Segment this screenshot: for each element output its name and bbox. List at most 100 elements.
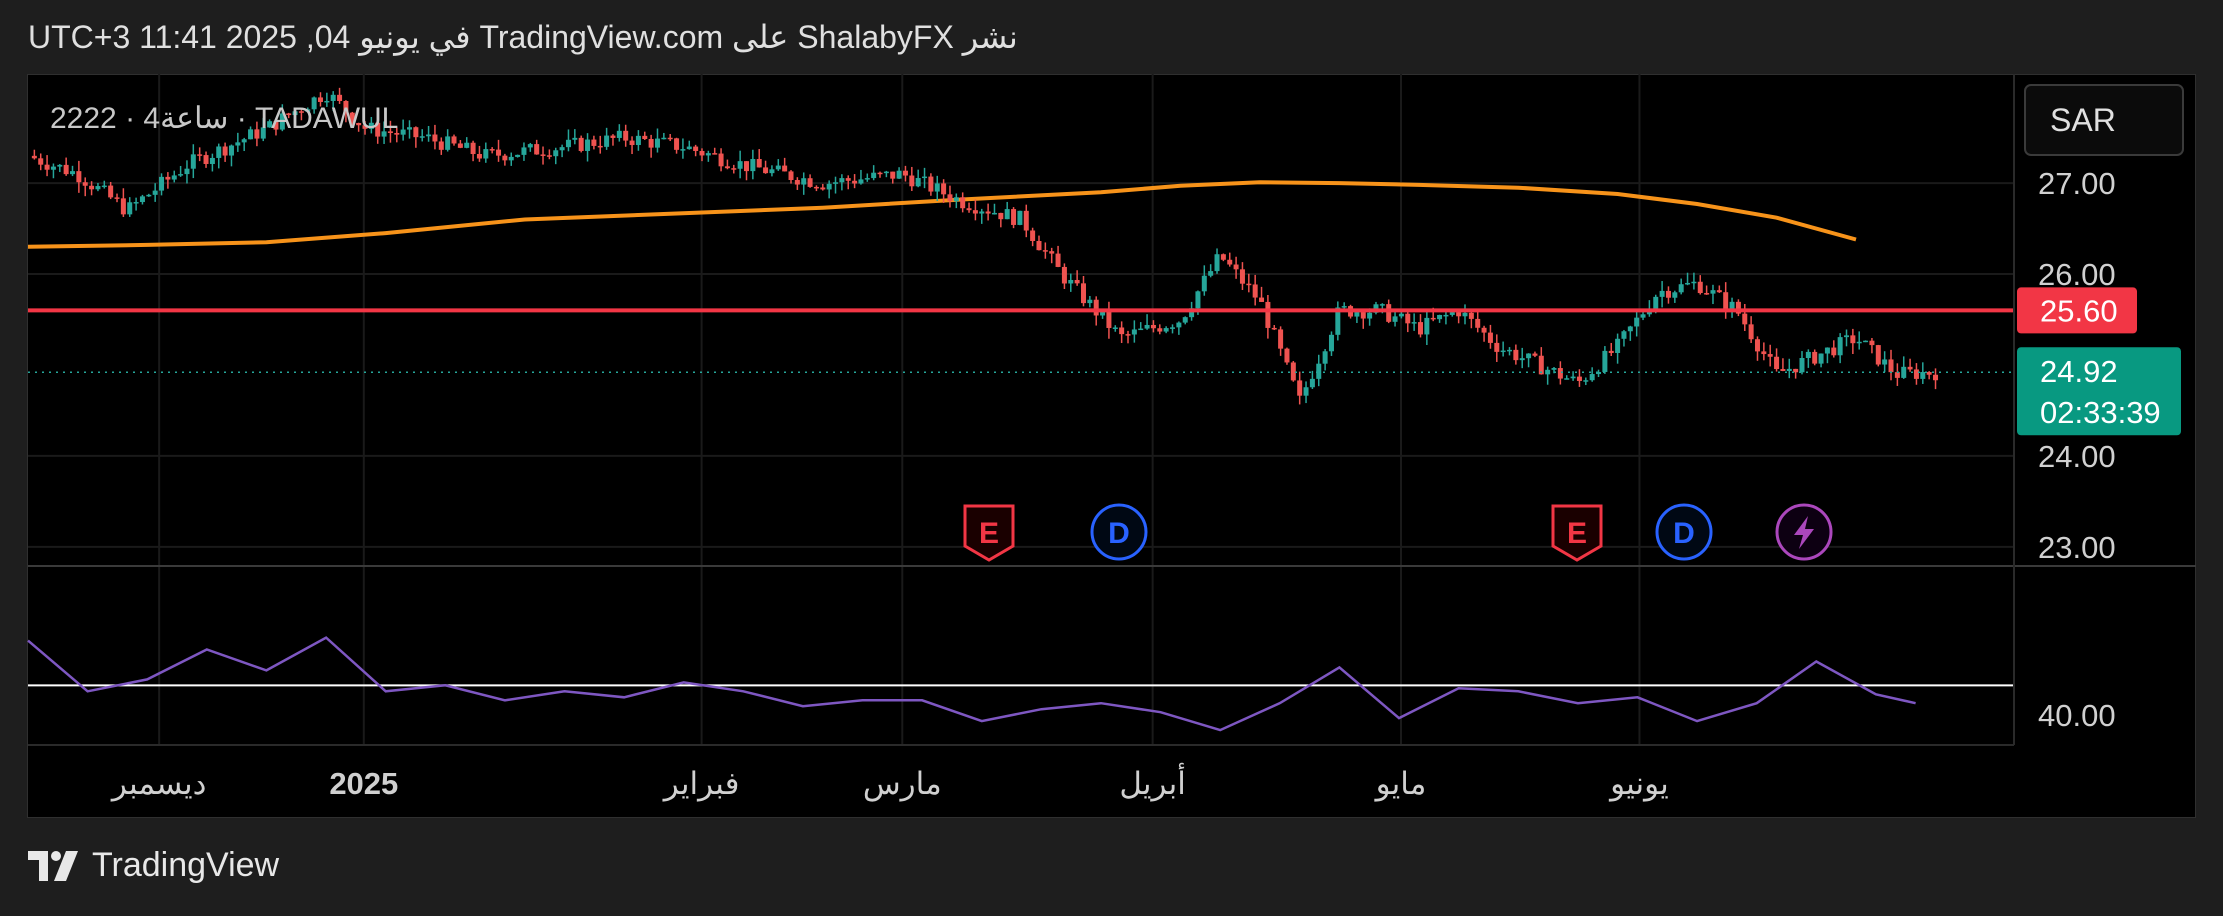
candle [413,126,419,148]
candle [1068,273,1074,292]
candle [896,167,902,179]
candle [216,143,222,169]
candle-body [553,150,559,157]
earnings-e-icon[interactable]: E [1551,504,1603,562]
candle-body [190,154,196,169]
candle [286,112,292,119]
candle-body [1894,372,1900,378]
currency-button[interactable]: SAR [2024,84,2184,156]
candle [349,111,355,126]
event-marker-label: E [979,517,999,550]
candle-body [298,111,304,113]
candle-body [686,146,692,150]
candle [1080,275,1086,307]
candle [1774,348,1780,372]
brand-footer[interactable]: TradingView [28,846,279,885]
candle-body [419,136,425,138]
candle-body [476,154,482,159]
candle [63,157,69,176]
candle-body [502,155,508,161]
candle [597,135,603,154]
candle-body [540,154,546,156]
candle-body [648,138,654,148]
candle-body [146,194,152,197]
candle [1411,313,1417,331]
candle-body [1087,299,1093,304]
candle-body [883,171,889,174]
candle [718,148,724,172]
candle-body [1780,369,1786,371]
candle-body [44,164,50,170]
candle-body [1284,348,1290,363]
candle-body [515,154,521,157]
candle [1309,370,1315,390]
resistance-price-text: 25.60 [2040,293,2118,328]
candle [559,144,565,158]
candle-body [1786,368,1792,371]
candle-body [572,137,578,140]
candle [648,134,654,158]
candle [1913,363,1919,385]
candle [203,151,209,168]
candle [1087,296,1093,308]
earnings-e-icon[interactable]: E [963,504,1015,562]
candle-body [1481,327,1487,333]
candle [998,212,1004,228]
candle [330,91,336,112]
candle [50,163,56,179]
candle [833,176,839,194]
candle-body [178,174,184,176]
candle [1106,301,1112,339]
candle-body [985,211,991,214]
chart-frame[interactable] [27,74,2196,818]
candle [1252,274,1258,306]
candle [241,137,247,152]
candle-body [368,122,374,129]
candle [922,167,928,189]
candle [1933,368,1939,390]
candle-body [998,212,1004,220]
candle [1131,320,1137,343]
candle-body [763,167,769,174]
candle [724,159,730,170]
candle-body [1456,312,1462,317]
candle [1233,256,1239,279]
candle-body [1551,368,1557,370]
dividend-d-icon[interactable]: D [1655,503,1713,561]
candle-body [1106,310,1112,328]
split-bolt-icon[interactable] [1775,503,1833,561]
candle [1417,314,1423,338]
candle-body [1411,322,1417,324]
candle [1360,309,1366,329]
axes: 27.00 26.00 24.00 23.00 ديسمبر 2025 فبراير مارس… [28,74,2196,802]
badge-bg [2017,347,2181,436]
publish-info: نشر ShalabyFX على TradingView.com في يون… [28,19,1018,55]
candle [1475,310,1481,333]
event-marker-label: E [1567,517,1587,550]
candle-body [1309,378,1315,388]
candle [788,170,794,184]
candle-body [1303,387,1309,396]
candle-body [139,196,145,203]
candle-body [737,161,743,169]
candle-body [1335,307,1341,335]
candle-body [750,159,756,172]
candle [731,164,737,174]
candle [1214,248,1220,274]
candle-body [527,144,533,148]
candle [1519,347,1525,369]
candle [1042,242,1048,259]
candle-body [317,97,323,102]
candle [775,159,781,171]
candle-body [1417,322,1423,335]
candle [1163,326,1169,334]
candle [1290,361,1296,382]
candle [1208,264,1214,278]
candle [629,136,635,155]
candle-body [960,197,966,209]
dividend-d-icon[interactable]: D [1090,503,1148,561]
candle-body [70,171,76,175]
candle-body [1526,353,1532,359]
